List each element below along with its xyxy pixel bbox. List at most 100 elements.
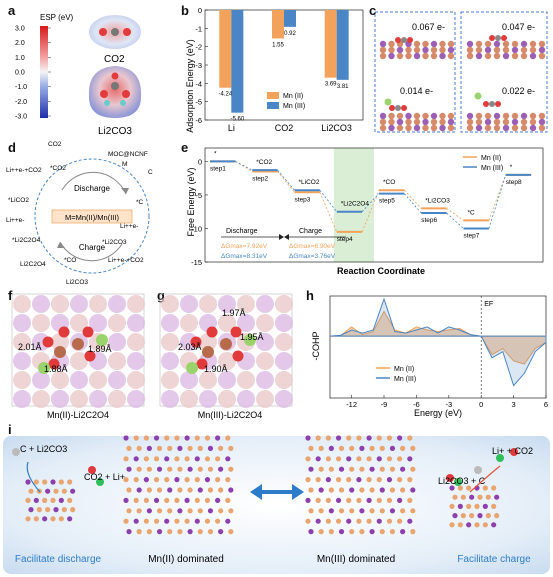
lattice-atom — [180, 390, 198, 408]
scheme-lattice-atom — [397, 456, 403, 462]
scheme-lattice-atom — [318, 529, 324, 535]
adsorbate-oxygen-atom — [489, 35, 495, 41]
co2-carbon-atom — [111, 28, 119, 36]
scheme-lattice-atom — [194, 435, 200, 441]
lattice-atom — [127, 371, 145, 389]
adsorption-category-label: Li — [228, 123, 235, 133]
charge-box-right — [460, 11, 548, 133]
lattice-atom — [127, 352, 145, 370]
slab-atom — [388, 46, 395, 54]
scheme-lattice-atom — [164, 497, 170, 503]
cohp-xtick-label: -12 — [346, 400, 357, 409]
scheme-lattice-atom — [308, 529, 314, 535]
scheme-lattice-atom — [156, 529, 163, 535]
bond-f-3: 1.88Å — [44, 364, 68, 374]
adsorbate-carbon-atom — [401, 37, 407, 43]
slab-atom — [538, 52, 546, 60]
lattice-atom — [108, 352, 126, 370]
lithium-atom — [38, 362, 50, 374]
lattice-atom — [13, 333, 31, 351]
scheme-lattice-atom — [225, 518, 231, 524]
slab-atom — [520, 112, 528, 120]
charge-arrow-head — [284, 234, 289, 240]
lattice-atom — [108, 314, 126, 332]
free-energy-xlabel: Reaction Coordinate — [337, 266, 425, 276]
panel-label-h: h — [306, 288, 314, 303]
dg-discharge-mn2: ΔGmax=7.92eV — [221, 243, 268, 250]
li2co3-label: Li2CO3 — [98, 126, 132, 137]
free-energy-species-label: *C — [468, 209, 476, 216]
scheme-lattice-atom — [33, 497, 39, 503]
slab-atom — [388, 124, 395, 132]
adsorption-bar — [284, 10, 296, 27]
free-energy-species-label: *CO2 — [256, 159, 272, 166]
lattice-atom — [13, 314, 31, 332]
scheme-lattice-atom — [204, 456, 211, 462]
li2co3-oxygen-atom — [122, 90, 130, 98]
lattice-atom — [89, 295, 107, 313]
scheme-lattice-atom — [167, 466, 173, 472]
scheme-lattice-atom — [204, 477, 211, 483]
scheme-lattice-atom — [308, 445, 314, 451]
cycle-species-label: CO2 — [48, 141, 62, 148]
scheme-lattice-atom — [407, 497, 413, 503]
scheme-lattice-atom — [143, 497, 149, 503]
co2-label: CO2 — [104, 54, 125, 65]
free-energy-ytick-label: -15 — [191, 258, 202, 267]
lattice-atom — [256, 371, 274, 389]
scheme-lattice-atom — [338, 466, 345, 472]
lattice-atom — [180, 314, 198, 332]
scheme-lattice-atom — [194, 456, 200, 462]
cycle-species-label: *Li2C2O4 — [12, 237, 41, 244]
lattice-atom — [51, 333, 69, 351]
cohp-series-area — [329, 297, 547, 387]
adsorption-ytick-label: 0 — [198, 6, 202, 15]
free-energy-species-label: *Li2C2O4 — [341, 201, 370, 208]
scheme-right-top: Li+ + CO2 — [492, 446, 533, 456]
li2co3-lithium-atom — [120, 100, 126, 106]
adsorption-ytick-label: -3 — [195, 61, 202, 70]
scheme-lattice-atom — [369, 529, 375, 535]
cycle-outer-ring — [34, 158, 150, 274]
adsorbate-oxygen-atom — [483, 101, 489, 107]
lattice-atom — [70, 295, 88, 313]
slab-atom — [466, 124, 474, 132]
slab-atom — [379, 40, 387, 48]
scheme-lattice-atom — [184, 518, 190, 524]
cycle-discharge-label: Discharge — [74, 184, 111, 193]
panel-label-e: e — [181, 140, 189, 155]
scheme-lattice-atom — [153, 456, 160, 462]
scheme-lattice-atom — [338, 487, 345, 493]
scheme-lattice-atom — [318, 508, 324, 514]
adsorption-legend-swatch — [267, 102, 279, 109]
lattice-atom — [51, 371, 69, 389]
scheme-lattice-atom — [215, 477, 221, 483]
scheme-lattice-atom — [305, 497, 311, 503]
scheme-lattice-atom — [346, 477, 352, 483]
scheme-lattice-atom — [218, 487, 224, 493]
scheme-lattice-atom — [400, 508, 406, 514]
lattice-atom — [161, 371, 179, 389]
adsorption-ytick-label: -6 — [195, 116, 202, 125]
scheme-lattice-atom — [167, 508, 173, 514]
charge-arrow — [59, 241, 123, 262]
adsorption-legend-swatch — [267, 92, 279, 99]
oxalate-oxygen-atom — [206, 326, 218, 338]
free-energy-connector — [446, 212, 464, 229]
scheme-lattice-atom — [376, 477, 382, 483]
free-energy-legend-label: Mn (II) — [481, 155, 501, 162]
scheme-lattice-atom — [335, 456, 342, 462]
scheme-lattice-atom — [67, 479, 73, 485]
dg-discharge-mn3: ΔGmax=8.31eV — [221, 253, 268, 260]
scheme-lattice-atom — [126, 487, 132, 493]
scheme-lattice-atom — [184, 477, 190, 483]
lattice-atom — [89, 371, 107, 389]
slab-atom — [493, 112, 501, 120]
scheme-lattice-atom — [379, 466, 385, 472]
slab-atom — [413, 124, 421, 132]
slab-atom — [511, 118, 519, 126]
cycle-species-label: Li++e- — [120, 223, 138, 230]
panel-label-c: c — [369, 3, 377, 18]
panel-label-i: i — [8, 422, 12, 437]
scheme-lattice-atom — [315, 456, 321, 462]
